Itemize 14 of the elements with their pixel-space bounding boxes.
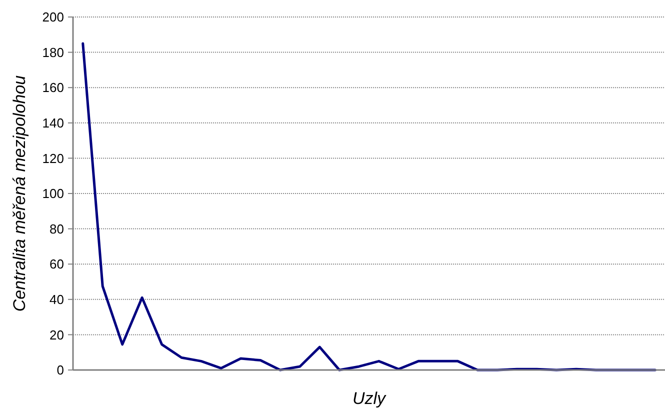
y-tick-label: 60 — [50, 256, 64, 272]
y-tick-label: 160 — [42, 80, 64, 96]
y-axis-title: Centralita měřená mezipolohou — [10, 74, 29, 312]
y-tick-label: 80 — [50, 221, 64, 236]
y-tick-label: 180 — [42, 44, 64, 60]
y-tick-label: 20 — [50, 327, 64, 342]
line-series — [82, 42, 656, 372]
y-tick-label: 140 — [42, 115, 64, 130]
x-axis-title: Uzly — [352, 389, 388, 408]
y-tick-label: 200 — [42, 10, 64, 25]
y-tick-label: 40 — [50, 292, 64, 307]
y-tick-label: 100 — [42, 186, 64, 202]
y-tick-label: 120 — [42, 150, 64, 166]
y-tick-label: 0 — [56, 362, 64, 378]
